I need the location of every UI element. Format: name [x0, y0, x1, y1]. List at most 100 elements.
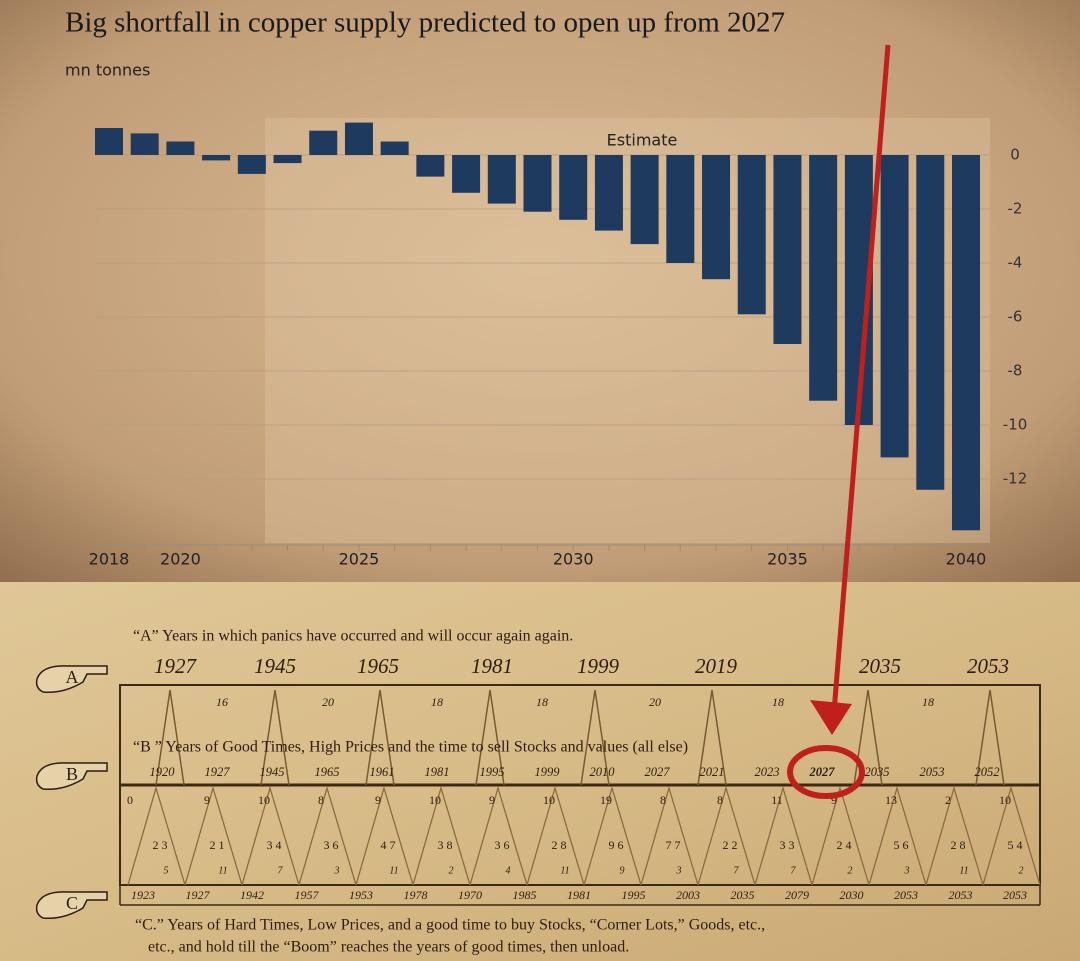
panic-year: 2035 [859, 654, 901, 678]
hard-year: 1957 [295, 888, 320, 902]
panic-year: 1981 [471, 654, 513, 678]
benner-text: 5 [164, 865, 169, 876]
benner-text: 10 [258, 793, 270, 807]
y-tick-label: -10 [1003, 416, 1028, 434]
benner-text: 2 1 [210, 838, 225, 852]
cycle-peak [580, 689, 610, 786]
x-tick-label: 2040 [946, 550, 987, 569]
bar [737, 155, 766, 315]
panic-year: 2053 [967, 654, 1009, 678]
benner-text: 10 [543, 793, 555, 807]
benner-text: 2 3 [153, 838, 168, 852]
hard-year: 1981 [567, 888, 591, 902]
hard-year: 1985 [513, 888, 537, 902]
benner-text: 2 [945, 793, 951, 807]
benner-text: 2 [1019, 865, 1024, 876]
benner-text: 2 [848, 865, 853, 876]
benner-text: 11 [389, 865, 398, 876]
good-year: 1995 [480, 765, 505, 779]
hard-year: 1978 [404, 888, 428, 902]
bar [380, 141, 409, 155]
cycle-peak [853, 689, 883, 786]
benner-text: 2 [449, 865, 454, 876]
hard-year: 2053 [949, 888, 973, 902]
cycle-zigzag [526, 785, 585, 886]
benner-text: 9 [620, 865, 625, 876]
benner-text: “A” Years in which panics have occurred … [133, 628, 573, 645]
cycle-zigzag [754, 785, 813, 886]
bar [594, 155, 623, 231]
hard-year: 1995 [622, 888, 646, 902]
benner-text: 20 [322, 695, 334, 709]
pointing-hand [35, 665, 108, 694]
benner-frame [119, 684, 1041, 906]
good-year: 1920 [150, 765, 176, 779]
bar [202, 155, 231, 161]
benner-text: 0 [127, 793, 133, 807]
benner-text: 10 [429, 793, 441, 807]
hard-year: 1927 [186, 888, 211, 902]
benner-text: 7 [278, 865, 284, 876]
benner-text: 9 [204, 793, 210, 807]
bar [773, 155, 802, 344]
bar [702, 155, 731, 280]
highlight-arrow [831, 44, 891, 713]
bar [452, 155, 481, 193]
x-tick-label: 2018 [89, 550, 130, 569]
benner-text: 9 [489, 793, 495, 807]
y-tick-label: -8 [1008, 362, 1023, 380]
benner-text: 8 [717, 793, 723, 807]
benner-text: 16 [216, 695, 228, 709]
benner-text: 9 [831, 793, 837, 807]
benner-text: 3 3 [780, 838, 795, 852]
pointing-hand [35, 891, 108, 920]
benner-text: 7 7 [666, 838, 681, 852]
good-year: 2010 [590, 765, 616, 779]
benner-text: 3 [334, 865, 340, 876]
bar [309, 130, 338, 155]
cycle-zigzag [868, 785, 927, 886]
benner-text: “B ” Years of Good Times, High Prices an… [133, 739, 688, 756]
x-tick-label: 2030 [553, 550, 594, 569]
cycle-peak [475, 689, 505, 786]
good-year: 2027 [809, 765, 836, 779]
cycle-zigzag [469, 785, 528, 886]
cycle-zigzag [184, 785, 243, 886]
cycle-peak [155, 689, 185, 786]
hard-year: 1953 [349, 888, 373, 902]
benner-text: 10 [999, 793, 1011, 807]
row-label: C [66, 893, 78, 913]
unit-label: mn tonnes [65, 61, 150, 80]
benner-text: 5 6 [894, 838, 909, 852]
bar [559, 155, 588, 220]
highlight-circle [787, 745, 865, 799]
benner-text: 13 [885, 793, 897, 807]
benner-text: 2 2 [723, 838, 738, 852]
hard-year: 2053 [1003, 888, 1027, 902]
cycle-zigzag [355, 785, 414, 886]
cycle-zigzag [127, 785, 186, 886]
benner-text: 18 [772, 695, 784, 709]
hard-year: 2003 [676, 888, 700, 902]
panic-year: 1945 [254, 654, 296, 678]
benner-text: 3 6 [495, 838, 510, 852]
y-tick-label: 0 [1010, 146, 1020, 164]
benner-text: 11 [959, 865, 968, 876]
cycle-zigzag [412, 785, 471, 886]
good-year: 2021 [700, 765, 725, 779]
benner-text: 11 [218, 865, 227, 876]
hard-year: 1923 [131, 888, 155, 902]
y-tick-label: -6 [1008, 308, 1023, 326]
benner-text: 2 8 [951, 838, 966, 852]
bottom-background [0, 582, 1080, 961]
benner-text: 5 4 [1008, 838, 1023, 852]
good-year: 1961 [370, 765, 395, 779]
x-tick-label: 2035 [767, 550, 808, 569]
row-label: A [66, 667, 79, 687]
cycle-peak [697, 689, 727, 786]
benner-text: 18 [922, 695, 934, 709]
y-tick-label: -12 [1003, 470, 1028, 488]
good-year: 2035 [865, 765, 890, 779]
bar [166, 141, 195, 155]
